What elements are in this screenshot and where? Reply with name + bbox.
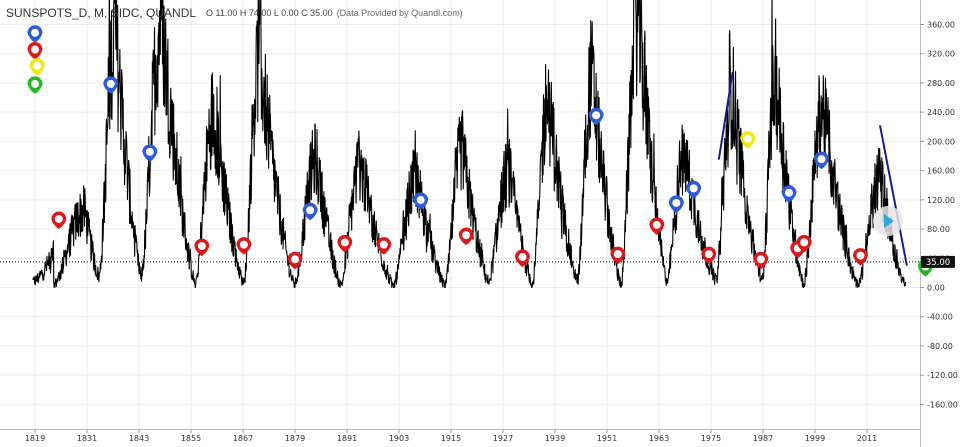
- red-pin-marker[interactable]: [852, 248, 868, 266]
- red-pin-marker[interactable]: [51, 211, 67, 230]
- red-pin-marker[interactable]: [514, 249, 530, 268]
- blue-pin-marker[interactable]: [781, 185, 797, 203]
- y-tick-label: 320.00: [927, 50, 955, 59]
- grid-lines: [0, 0, 920, 429]
- red-pin-marker[interactable]: [236, 237, 252, 255]
- data-provider-note: (Data Provided by Quandl.com): [336, 8, 463, 18]
- y-tick-label: 0.00: [927, 284, 945, 293]
- price-axis[interactable]: 360.00 320.00 280.00 240.00 200.00 160.00 120.…: [920, 20, 958, 409]
- yellow-pin-marker[interactable]: [740, 131, 756, 149]
- red-pin-marker[interactable]: [753, 251, 769, 270]
- blue-pin-marker[interactable]: [103, 76, 119, 94]
- x-tick-label: 1819: [25, 434, 45, 443]
- y-tick-label: 280.00: [927, 79, 955, 88]
- red-pin-marker[interactable]: [649, 217, 665, 235]
- x-tick-label: 1831: [77, 434, 97, 443]
- event-markers[interactable]: [27, 25, 933, 277]
- x-tick-label: 1915: [441, 434, 461, 443]
- y-tick-label: -40.00: [927, 313, 953, 322]
- x-tick-label: 1951: [597, 434, 617, 443]
- y-tick-label: 160.00: [927, 167, 955, 176]
- x-tick-label: 1903: [389, 434, 409, 443]
- blue-pin-marker[interactable]: [142, 144, 158, 162]
- ohlc-values: O 11.00 H 74.00 L 0.00 C 35.00: [206, 8, 333, 18]
- x-tick-label: 1855: [181, 434, 201, 443]
- x-tick-label: 1891: [337, 434, 357, 443]
- last-value-badge: 35.00: [921, 255, 955, 268]
- x-tick-label: 1843: [129, 434, 149, 443]
- y-tick-label: 80.00: [927, 225, 950, 234]
- red-pin-marker[interactable]: [27, 42, 43, 60]
- chart-header: SUNSPOTS_D, M, SIDC, QUANDL O 11.00 H 74…: [6, 4, 463, 22]
- blue-pin-marker[interactable]: [668, 195, 684, 213]
- x-tick-label: 1879: [285, 434, 305, 443]
- y-tick-label: 240.00: [927, 108, 955, 117]
- blue-pin-marker[interactable]: [686, 180, 702, 199]
- red-pin-marker[interactable]: [796, 234, 812, 253]
- y-tick-label: 120.00: [927, 196, 955, 205]
- red-pin-marker[interactable]: [287, 251, 303, 270]
- x-tick-label: 1987: [753, 434, 773, 443]
- symbol-title[interactable]: SUNSPOTS_D, M, SIDC, QUANDL: [6, 6, 197, 20]
- blue-pin-marker[interactable]: [302, 202, 318, 221]
- yellow-pin-marker[interactable]: [29, 58, 45, 76]
- x-tick-label: 1927: [493, 434, 513, 443]
- x-tick-label: 1867: [233, 434, 253, 443]
- blue-pin-marker[interactable]: [588, 107, 604, 126]
- x-tick-label: 1999: [805, 434, 825, 443]
- trend-line[interactable]: [717, 71, 734, 160]
- blue-pin-marker[interactable]: [27, 25, 43, 43]
- plot-background: [0, 0, 920, 447]
- trend-line[interactable]: [879, 125, 908, 266]
- red-pin-marker[interactable]: [610, 246, 626, 265]
- last-value-label: 35.00: [926, 258, 950, 268]
- red-pin-marker[interactable]: [701, 246, 717, 265]
- x-tick-label: 1939: [545, 434, 565, 443]
- x-tick-label: 1963: [649, 434, 669, 443]
- red-pin-marker[interactable]: [194, 238, 210, 257]
- y-tick-label: -80.00: [927, 342, 953, 351]
- x-tick-label: 1975: [701, 434, 721, 443]
- blue-pin-marker[interactable]: [413, 192, 429, 211]
- green-pin-marker[interactable]: [27, 76, 43, 94]
- y-tick-label: 200.00: [927, 137, 955, 146]
- red-pin-marker[interactable]: [376, 237, 392, 255]
- time-axis[interactable]: 1819 1831 1843 1855 1867 1879 1891 1903 1915 1927…: [25, 429, 877, 443]
- x-tick-label: 2011: [857, 434, 877, 443]
- trend-lines[interactable]: [717, 71, 908, 266]
- red-pin-marker[interactable]: [337, 234, 353, 253]
- replay-button[interactable]: [873, 206, 903, 236]
- red-pin-marker[interactable]: [458, 227, 474, 246]
- y-tick-label: 360.00: [927, 20, 955, 29]
- y-tick-label: -120.00: [927, 371, 958, 380]
- y-tick-label: -160.00: [927, 400, 958, 409]
- blue-pin-marker[interactable]: [813, 151, 829, 170]
- sunspot-series-line: [32, 0, 907, 289]
- play-icon: [884, 214, 894, 228]
